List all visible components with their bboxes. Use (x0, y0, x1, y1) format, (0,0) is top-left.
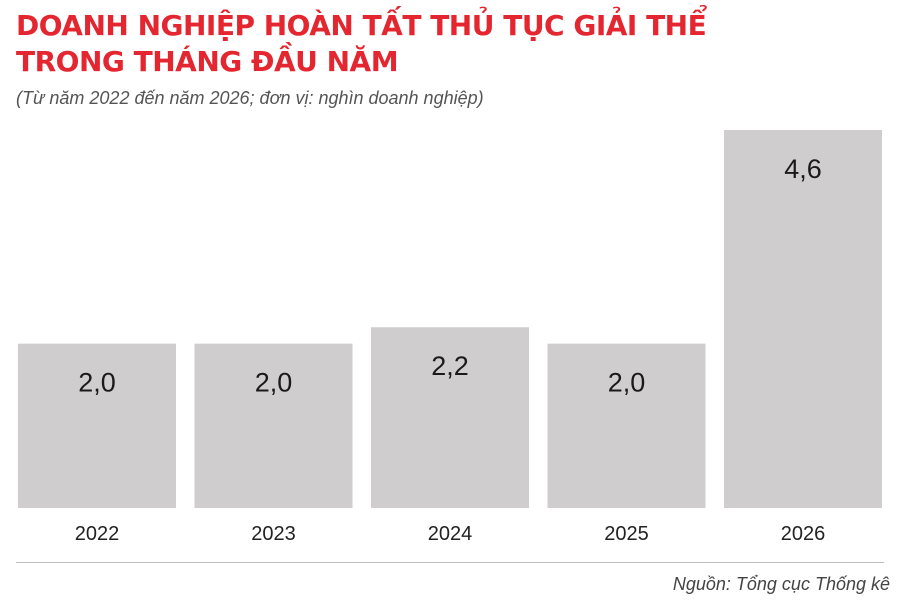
bar-2022 (18, 343, 176, 508)
source-note: Nguồn: Tổng cục Thống kê (672, 574, 890, 594)
title-line-2: TRONG THÁNG ĐẦU NĂM (16, 45, 399, 78)
bar-2025 (547, 343, 706, 508)
x-tick-label: 2026 (781, 523, 826, 545)
bar-value-label: 2,0 (608, 368, 646, 398)
x-tick-label: 2023 (251, 523, 296, 545)
x-tick-label: 2024 (428, 523, 473, 545)
x-tick-label: 2022 (75, 523, 120, 545)
bar-2023 (194, 343, 353, 508)
bar-2024 (371, 327, 529, 508)
title-line-1: DOANH NGHIỆP HOÀN TẤT THỦ TỤC GIẢI THỂ (16, 9, 707, 42)
x-tick-label: 2025 (604, 523, 649, 545)
footer-divider (16, 562, 884, 563)
bar-value-label: 4,6 (784, 154, 822, 184)
bar-value-label: 2,0 (78, 368, 116, 398)
bar-value-label: 2,2 (431, 351, 469, 381)
chart-subtitle: (Từ năm 2022 đến năm 2026; đơn vị: nghìn… (16, 88, 484, 108)
bar-2026 (724, 130, 882, 508)
chart-title: DOANH NGHIỆP HOÀN TẤT THỦ TỤC GIẢI THỂ T… (16, 8, 876, 80)
bar-value-label: 2,0 (255, 368, 293, 398)
